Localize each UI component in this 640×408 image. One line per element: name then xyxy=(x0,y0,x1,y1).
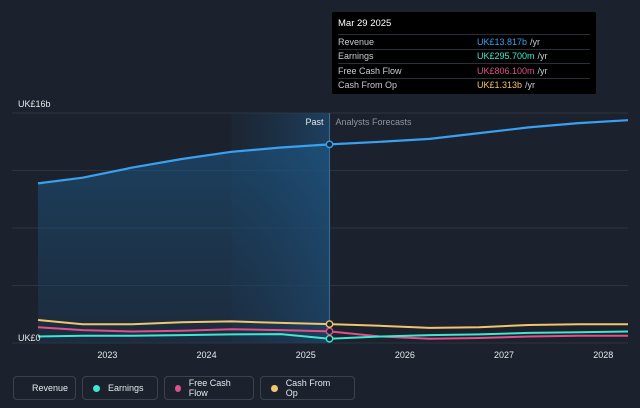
tooltip-date: Mar 29 2025 xyxy=(338,18,392,29)
chart-legend: Revenue Earnings Free Cash Flow Cash Fro… xyxy=(13,376,355,400)
marker-revenue xyxy=(325,140,334,149)
tooltip-value: UK£295.700m xyxy=(477,51,535,62)
x-tick-label: 2024 xyxy=(197,350,217,360)
tooltip-row-free-cash-flow: Free Cash Flow UK£806.100m /yr xyxy=(338,63,590,78)
tooltip-unit: /yr xyxy=(537,65,548,76)
tooltip-row-revenue: Revenue UK£13.817b /yr xyxy=(338,34,590,49)
tooltip-unit: /yr xyxy=(525,80,536,91)
tooltip-value: UK£806.100m xyxy=(477,65,535,76)
revenue-area xyxy=(38,144,330,343)
x-tick-label: 2023 xyxy=(97,350,117,360)
y-axis-min-label: UK£0 xyxy=(18,333,41,343)
x-tick-label: 2028 xyxy=(593,350,613,360)
legend-label: Free Cash Flow xyxy=(188,378,231,398)
y-axis-max-label: UK£16b xyxy=(18,99,51,109)
tooltip-label: Free Cash Flow xyxy=(338,65,402,76)
tooltip-unit: /yr xyxy=(530,36,541,47)
forecast-label: Analysts Forecasts xyxy=(336,117,413,127)
tooltip-label: Cash From Op xyxy=(338,80,398,91)
legend-item-earnings[interactable]: Earnings xyxy=(82,376,158,400)
marker-earnings xyxy=(325,334,334,343)
tooltip-row-earnings: Earnings UK£295.700m /yr xyxy=(338,48,590,64)
tooltip-unit: /yr xyxy=(537,51,548,62)
tooltip-label: Earnings xyxy=(338,51,374,62)
legend-dot-icon xyxy=(271,384,278,392)
legend-item-revenue[interactable]: Revenue xyxy=(13,376,76,400)
legend-dot-icon xyxy=(93,384,100,392)
legend-item-free-cash-flow[interactable]: Free Cash Flow xyxy=(164,376,254,400)
legend-label: Cash From Op xyxy=(285,378,331,398)
marker-cash-from-op xyxy=(325,320,334,329)
tooltip-value: UK£13.817b xyxy=(477,36,528,47)
marker-free-cash-flow xyxy=(325,327,334,336)
legend-item-cash-from-op[interactable]: Cash From Op xyxy=(260,376,355,400)
x-tick-label: 2027 xyxy=(494,350,514,360)
past-label: Past xyxy=(306,117,325,127)
tooltip-value: UK£1.313b xyxy=(477,80,523,91)
tooltip-row-cash-from-op: Cash From Op UK£1.313b /yr xyxy=(338,77,590,93)
hover-tooltip: Mar 29 2025 Revenue UK£13.817b /yr Earni… xyxy=(332,12,596,94)
legend-label: Revenue xyxy=(32,383,69,393)
x-tick-label: 2026 xyxy=(395,350,415,360)
x-tick-label: 2025 xyxy=(296,350,316,360)
tooltip-label: Revenue xyxy=(338,36,375,47)
legend-label: Earnings xyxy=(108,383,144,393)
legend-dot-icon xyxy=(175,384,181,392)
